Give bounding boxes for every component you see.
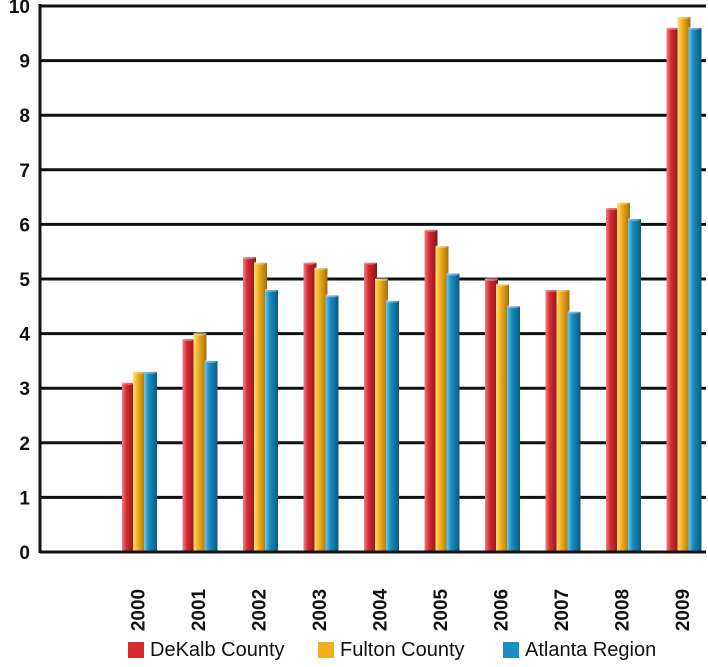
legend-label-dekalb: DeKalb County: [150, 638, 285, 661]
legend-item-fulton: Fulton County: [318, 636, 465, 664]
y-tick-label: 8: [19, 106, 30, 127]
y-tick-label: 0: [19, 543, 30, 564]
y-tick-label: 1: [19, 488, 30, 509]
bar-cap: [606, 206, 619, 211]
bar-2005-dekalb-county: [424, 229, 438, 553]
x-tick-label-2004: 2004: [371, 588, 392, 631]
bar-2007-dekalb-county: [545, 289, 559, 552]
bar-2001-dekalb-county: [182, 339, 196, 552]
bar-2000-fulton-county: [133, 371, 146, 552]
bar-2001-fulton-county: [193, 333, 207, 552]
bar-cap: [435, 244, 449, 249]
bar-cap: [325, 293, 339, 298]
bar-2003-dekalb-county: [303, 262, 317, 552]
bar-2002-atlanta-region: [265, 289, 278, 552]
x-tick-label-2002: 2002: [250, 589, 271, 631]
bar-2008-atlanta-region: [628, 218, 641, 552]
bar-cap: [688, 25, 702, 30]
bar-2004-atlanta-region: [386, 300, 399, 552]
y-tick-label: 4: [19, 325, 30, 346]
bar-cap: [133, 369, 146, 374]
legend-swatch-dekalb: [128, 642, 144, 658]
x-tick-label-2009: 2009: [673, 589, 694, 631]
bar-2006-fulton-county: [496, 284, 509, 552]
bar-cap: [567, 309, 581, 314]
bars: [122, 14, 702, 553]
bar-cap: [254, 260, 267, 265]
x-tick-label-2007: 2007: [552, 589, 573, 631]
bar-cap: [314, 266, 328, 271]
legend: DeKalb County Fulton County Atlanta Regi…: [0, 636, 708, 664]
legend-swatch-fulton: [318, 642, 334, 658]
bar-cap: [496, 282, 509, 287]
bar-cap: [617, 200, 630, 205]
bar-cap: [144, 369, 157, 374]
bar-cap: [204, 358, 218, 363]
y-tick-label: 5: [19, 270, 30, 291]
y-tick-label: 3: [19, 379, 30, 400]
x-tick-label-2003: 2003: [310, 589, 331, 631]
x-tick-label-2006: 2006: [492, 589, 513, 631]
bar-cap: [628, 216, 641, 221]
bar-2009-dekalb-county: [666, 27, 680, 552]
bar-cap: [364, 260, 377, 265]
bar-2006-dekalb-county: [485, 279, 498, 552]
bar-cap: [386, 298, 399, 303]
legend-item-atlanta: Atlanta Region: [503, 636, 656, 664]
y-tick-label: 9: [19, 52, 30, 73]
bar-cap: [424, 227, 438, 232]
legend-item-dekalb: DeKalb County: [128, 636, 285, 664]
bar-2006-atlanta-region: [507, 306, 520, 552]
bar-2005-fulton-county: [435, 246, 449, 553]
bar-2009-fulton-county: [677, 16, 691, 553]
bar-cap: [556, 287, 570, 292]
bar-cap: [375, 277, 388, 281]
bar-2005-atlanta-region: [446, 273, 460, 552]
bar-2004-fulton-county: [375, 279, 388, 552]
bar-cap: [182, 337, 196, 342]
x-tick-label-2008: 2008: [613, 589, 634, 631]
bar-cap: [485, 277, 498, 281]
bar-cap: [303, 260, 317, 265]
bar-2008-fulton-county: [617, 202, 630, 552]
bar-2007-atlanta-region: [567, 311, 581, 552]
bar-cap: [677, 14, 691, 19]
bar-cap: [265, 287, 278, 292]
bar-cap: [243, 255, 256, 260]
bar-2009-atlanta-region: [688, 27, 702, 552]
legend-label-atlanta: Atlanta Region: [525, 638, 657, 661]
bar-2002-fulton-county: [254, 262, 267, 552]
bar-2004-dekalb-county: [364, 262, 377, 552]
bar-cap: [193, 331, 207, 336]
bar-cap: [545, 287, 559, 292]
bar-2002-dekalb-county: [243, 257, 256, 552]
x-tick-label-2000: 2000: [129, 589, 150, 631]
x-tick-label-2005: 2005: [431, 588, 452, 631]
axes: 0 1 2 3 4 5 6 7 8 9 10 2000 2001 2002 2003 2004 2005 2006…: [9, 0, 706, 631]
bar-cap: [666, 25, 680, 30]
x-tick-label-2001: 2001: [189, 588, 210, 631]
bar-2003-atlanta-region: [325, 295, 339, 552]
legend-swatch-atlanta: [503, 642, 519, 658]
y-tick-label: 6: [19, 215, 30, 236]
bar-cap: [507, 304, 520, 309]
legend-label-fulton: Fulton County: [340, 638, 465, 661]
bar-2000-dekalb-county: [122, 382, 135, 552]
y-tick-label: 7: [19, 161, 30, 182]
y-tick-label: 10: [9, 0, 30, 18]
bar-2003-fulton-county: [314, 268, 328, 552]
bar-cap: [122, 380, 135, 385]
y-tick-label: 2: [19, 434, 30, 455]
bar-2008-dekalb-county: [606, 208, 619, 552]
bar-2000-atlanta-region: [144, 371, 157, 552]
bar-2001-atlanta-region: [204, 360, 218, 552]
bar-cap: [446, 271, 460, 276]
bar-2007-fulton-county: [556, 289, 570, 552]
